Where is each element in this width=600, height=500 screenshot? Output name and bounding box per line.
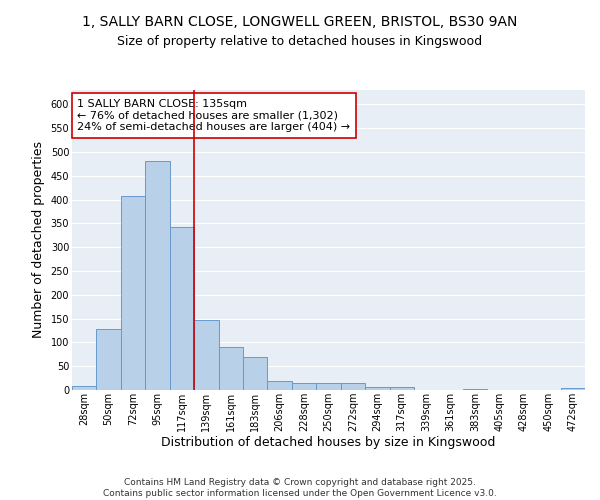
Bar bbox=[243, 356, 268, 390]
Bar bbox=[218, 347, 243, 390]
Bar bbox=[463, 388, 487, 390]
Bar bbox=[97, 329, 121, 390]
Text: Size of property relative to detached houses in Kingswood: Size of property relative to detached ho… bbox=[118, 35, 482, 48]
Bar bbox=[268, 382, 292, 390]
Bar bbox=[194, 320, 218, 390]
Bar bbox=[316, 383, 341, 390]
Bar bbox=[560, 388, 585, 390]
Text: 1, SALLY BARN CLOSE, LONGWELL GREEN, BRISTOL, BS30 9AN: 1, SALLY BARN CLOSE, LONGWELL GREEN, BRI… bbox=[82, 15, 518, 29]
X-axis label: Distribution of detached houses by size in Kingswood: Distribution of detached houses by size … bbox=[161, 436, 496, 450]
Bar bbox=[170, 226, 194, 390]
Bar bbox=[145, 161, 170, 390]
Text: Contains HM Land Registry data © Crown copyright and database right 2025.
Contai: Contains HM Land Registry data © Crown c… bbox=[103, 478, 497, 498]
Bar bbox=[341, 383, 365, 390]
Bar bbox=[365, 386, 389, 390]
Bar bbox=[389, 387, 414, 390]
Y-axis label: Number of detached properties: Number of detached properties bbox=[32, 142, 45, 338]
Bar bbox=[72, 386, 97, 390]
Text: 1 SALLY BARN CLOSE: 135sqm
← 76% of detached houses are smaller (1,302)
24% of s: 1 SALLY BARN CLOSE: 135sqm ← 76% of deta… bbox=[77, 99, 350, 132]
Bar bbox=[121, 196, 145, 390]
Bar bbox=[292, 384, 316, 390]
